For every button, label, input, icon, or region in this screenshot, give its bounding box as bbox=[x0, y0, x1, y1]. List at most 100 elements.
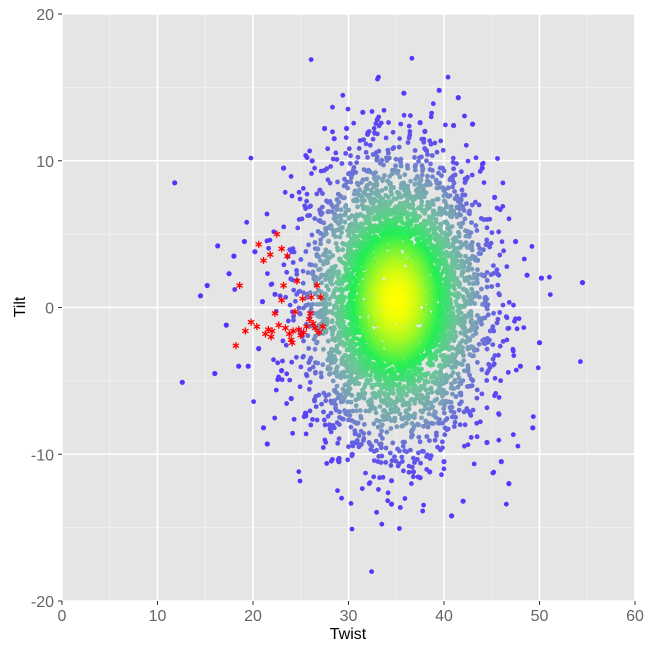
data-point bbox=[340, 225, 345, 230]
data-point bbox=[307, 148, 313, 154]
data-point bbox=[485, 312, 491, 318]
data-point bbox=[425, 173, 430, 179]
data-point bbox=[353, 170, 359, 175]
data-point bbox=[400, 443, 406, 449]
data-point bbox=[488, 272, 494, 278]
data-point bbox=[363, 141, 369, 147]
data-point bbox=[284, 371, 290, 377]
data-point bbox=[370, 209, 376, 215]
data-point bbox=[333, 150, 339, 156]
data-point bbox=[400, 439, 406, 445]
data-point bbox=[396, 144, 402, 150]
data-point bbox=[316, 254, 321, 260]
data-point bbox=[437, 252, 442, 257]
data-point bbox=[479, 286, 484, 292]
data-point bbox=[428, 114, 434, 120]
data-point bbox=[452, 196, 458, 202]
data-point bbox=[312, 346, 318, 352]
data-point bbox=[347, 161, 353, 166]
data-point bbox=[474, 420, 480, 426]
data-point bbox=[436, 170, 441, 176]
data-point bbox=[343, 341, 349, 347]
data-point bbox=[469, 202, 475, 208]
data-point bbox=[434, 185, 440, 191]
data-point bbox=[461, 208, 467, 213]
data-point bbox=[375, 131, 380, 137]
data-point bbox=[415, 421, 420, 427]
data-point bbox=[306, 346, 312, 351]
data-point bbox=[442, 425, 448, 431]
data-point bbox=[308, 355, 314, 361]
data-point bbox=[483, 242, 489, 248]
data-point bbox=[458, 202, 463, 208]
data-point bbox=[418, 408, 424, 414]
data-point bbox=[428, 453, 434, 459]
data-point bbox=[326, 287, 331, 292]
data-point bbox=[303, 431, 309, 437]
data-point bbox=[296, 305, 302, 311]
data-point bbox=[489, 284, 495, 289]
data-point bbox=[471, 281, 476, 286]
data-point bbox=[361, 137, 366, 143]
data-point bbox=[300, 280, 306, 286]
data-point bbox=[478, 216, 484, 221]
data-point bbox=[354, 160, 359, 166]
data-point bbox=[307, 408, 313, 414]
data-point bbox=[454, 205, 460, 211]
data-point bbox=[371, 184, 377, 190]
data-point bbox=[437, 206, 443, 211]
data-point bbox=[428, 161, 433, 167]
data-point bbox=[393, 156, 399, 162]
data-point bbox=[432, 398, 438, 404]
data-point bbox=[426, 406, 432, 412]
data-point bbox=[475, 360, 480, 365]
data-point bbox=[342, 374, 348, 380]
data-point bbox=[335, 247, 341, 253]
data-point bbox=[359, 180, 364, 185]
data-point bbox=[401, 112, 407, 118]
data-point bbox=[377, 377, 383, 383]
data-point bbox=[376, 123, 382, 129]
data-point bbox=[467, 352, 473, 357]
data-point bbox=[373, 410, 379, 416]
data-point bbox=[312, 165, 317, 171]
data-point bbox=[398, 121, 404, 127]
data-point bbox=[348, 175, 354, 180]
data-point bbox=[325, 413, 331, 419]
data-point bbox=[411, 455, 416, 461]
data-point bbox=[468, 435, 474, 440]
data-point bbox=[412, 460, 417, 465]
data-point bbox=[462, 332, 468, 338]
data-point bbox=[406, 469, 412, 475]
data-point bbox=[381, 408, 387, 413]
data-point bbox=[420, 168, 425, 174]
data-point bbox=[461, 358, 467, 363]
data-point bbox=[377, 432, 383, 438]
data-point bbox=[351, 237, 357, 243]
data-point bbox=[318, 241, 323, 247]
data-point bbox=[460, 286, 466, 292]
data-point bbox=[393, 163, 398, 169]
data-point bbox=[409, 421, 415, 426]
data-point bbox=[416, 450, 421, 456]
data-point bbox=[380, 178, 385, 184]
data-point bbox=[320, 445, 326, 450]
data-point bbox=[354, 438, 360, 443]
data-point bbox=[456, 375, 462, 381]
data-point bbox=[385, 498, 391, 504]
data-point bbox=[430, 202, 436, 207]
data-point bbox=[371, 125, 377, 131]
data-point bbox=[462, 313, 468, 319]
data-point bbox=[530, 414, 536, 419]
data-point bbox=[385, 195, 391, 200]
data-point bbox=[463, 253, 468, 259]
data-point bbox=[318, 258, 323, 263]
data-point bbox=[307, 379, 313, 385]
data-point bbox=[423, 418, 429, 424]
data-point bbox=[333, 241, 339, 246]
data-point bbox=[490, 342, 496, 347]
data-point bbox=[456, 221, 462, 227]
data-point bbox=[367, 142, 373, 148]
data-point bbox=[371, 474, 377, 480]
data-point bbox=[389, 458, 395, 464]
